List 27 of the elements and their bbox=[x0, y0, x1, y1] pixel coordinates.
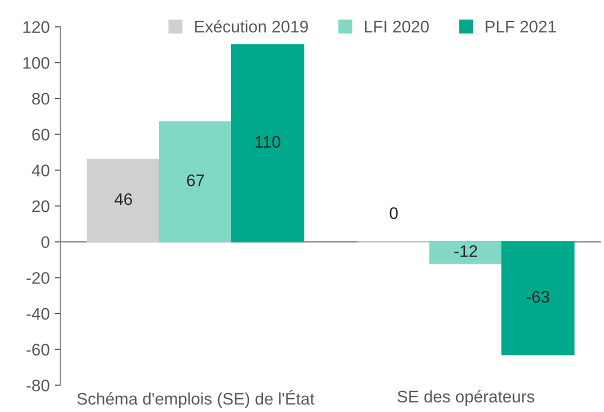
y-tick-label: -60 bbox=[26, 344, 50, 356]
x-tick-label: SE des opérateurs bbox=[398, 390, 534, 406]
y-tick-label: 60 bbox=[32, 128, 50, 141]
data-label: 0 bbox=[390, 207, 398, 220]
y-tick-label: 0 bbox=[41, 236, 50, 248]
bar bbox=[86, 158, 160, 242]
data-label: 110 bbox=[256, 136, 280, 148]
data-label: -12 bbox=[454, 245, 478, 257]
bar bbox=[501, 241, 575, 356]
legend-label: PLF 2021 bbox=[486, 20, 556, 33]
bar bbox=[429, 241, 502, 264]
y-tick-label: -80 bbox=[26, 380, 50, 392]
data-label: 46 bbox=[114, 193, 132, 206]
y-tick-label: 100 bbox=[23, 57, 50, 69]
y-tick-label: 40 bbox=[32, 164, 50, 176]
y-tick-label: -20 bbox=[26, 272, 50, 284]
bar bbox=[158, 121, 232, 242]
x-tick-label: Schéma d'emplois (SE) de l'État bbox=[77, 390, 314, 408]
y-tick-label: 120 bbox=[23, 21, 50, 33]
data-label: 67 bbox=[187, 174, 204, 186]
bar bbox=[231, 44, 304, 242]
y-tick-label: 20 bbox=[32, 200, 50, 212]
y-tick-label: 80 bbox=[32, 92, 50, 105]
y-tick-label: -40 bbox=[26, 308, 50, 320]
legend-label: Exécution 2019 bbox=[195, 20, 308, 33]
data-label: -63 bbox=[526, 290, 550, 303]
legend-label: LFI 2020 bbox=[365, 20, 429, 33]
